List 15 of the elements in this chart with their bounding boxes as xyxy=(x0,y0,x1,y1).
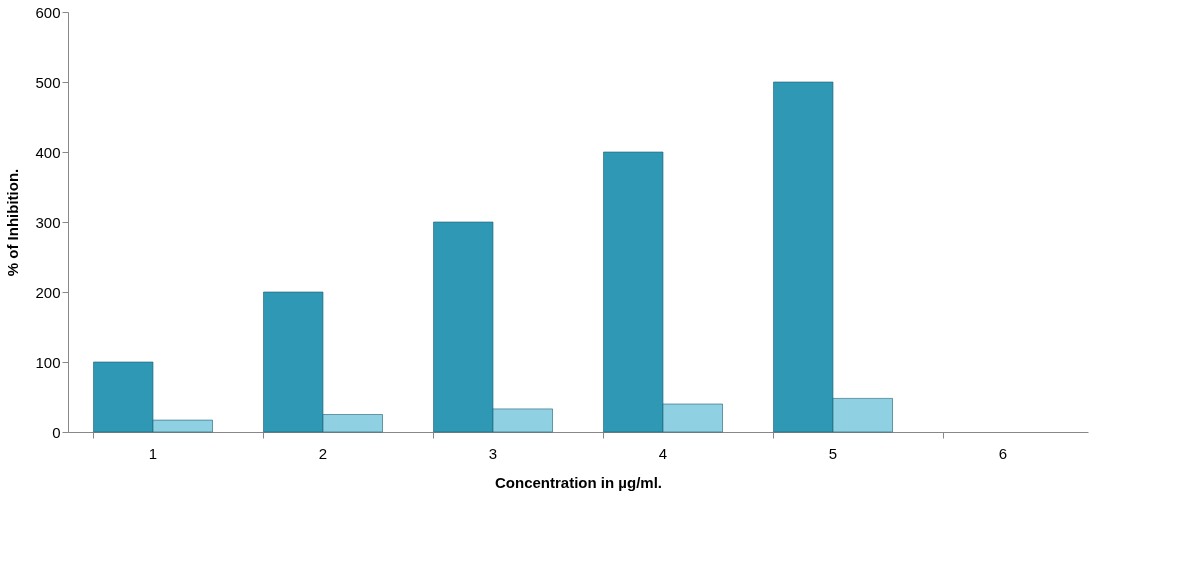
x-tick-label: 4 xyxy=(658,444,668,462)
x-axis-title: Concentration in µg/ml. xyxy=(495,473,662,491)
y-tick-label: 500 xyxy=(35,73,61,91)
x-tick-label: 1 xyxy=(148,444,158,462)
y-tick-label: 400 xyxy=(35,143,61,161)
y-tick-label: 200 xyxy=(35,283,61,301)
y-axis-title: % of Inhibition. xyxy=(4,168,22,277)
x-tick-label: 2 xyxy=(318,444,328,462)
x-tick-label: 3 xyxy=(488,444,498,462)
y-tick-label: 600 xyxy=(35,3,61,21)
x-tick-label: 5 xyxy=(828,444,838,462)
y-tick-label: 100 xyxy=(35,353,61,371)
y-tick-label: 300 xyxy=(35,213,61,231)
x-tick-label: 6 xyxy=(998,444,1008,462)
y-tick-label: 0 xyxy=(52,423,61,441)
